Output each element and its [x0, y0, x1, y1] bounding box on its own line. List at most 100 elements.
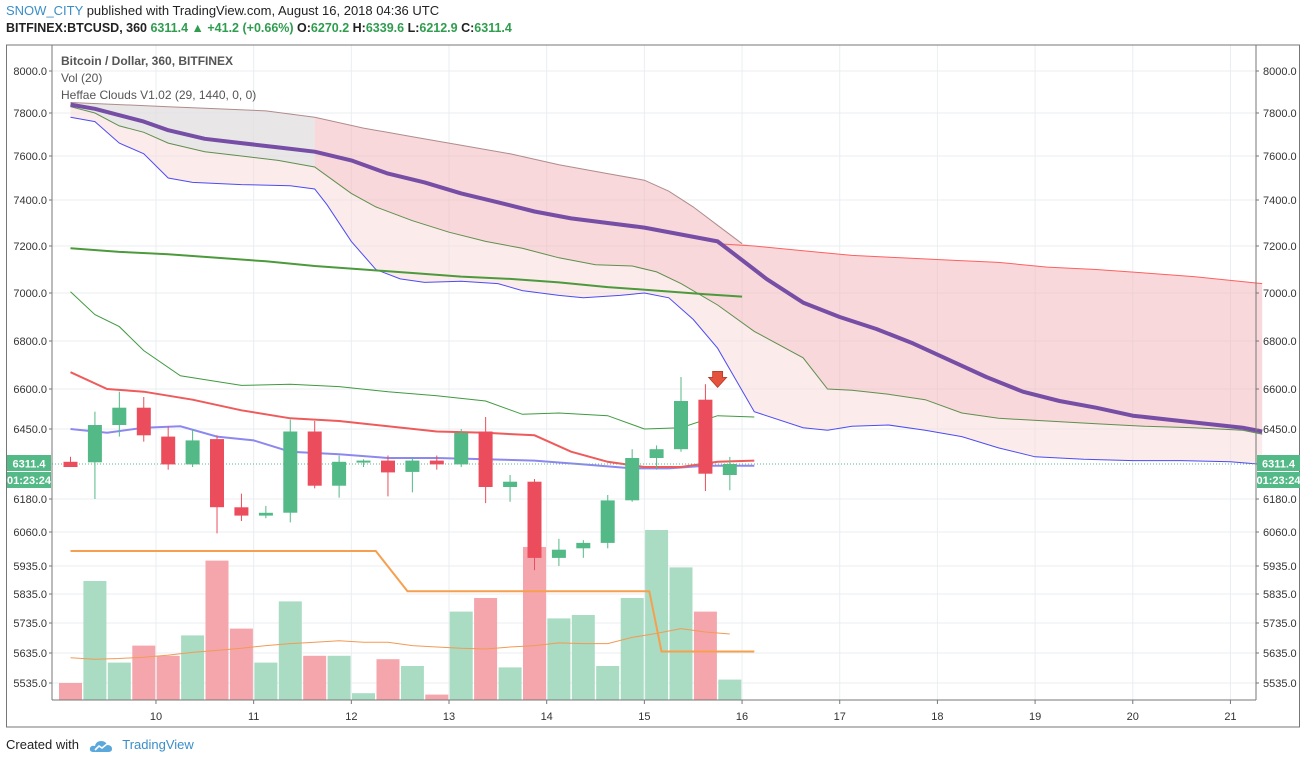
price-tick-label-right: 7200.0 [1263, 241, 1297, 253]
price-tag-left [7, 455, 51, 471]
candle-body [136, 407, 151, 436]
price-tick-label-right: 6450.0 [1263, 424, 1297, 436]
volume-ma-line [70, 628, 730, 660]
sell-arrow-icon [707, 371, 728, 388]
candle-body [405, 460, 420, 472]
candle [210, 435, 224, 534]
legend-entry: Vol (20) [61, 71, 102, 85]
volume-bar [571, 615, 595, 700]
low-value: 6212.9 [419, 21, 458, 35]
candle [234, 493, 249, 521]
volume-bar [645, 530, 669, 700]
candle-body [307, 431, 322, 486]
last-price: 6311.4 [150, 21, 189, 35]
volume-bar [693, 611, 717, 700]
symbol-name: BITFINEX:BTCUSD, 360 [6, 21, 147, 35]
volume-bar [669, 567, 693, 700]
x-tick-label: 19 [1029, 711, 1041, 723]
candle-body [87, 425, 102, 463]
price-tick-label-right: 6180.0 [1263, 494, 1297, 506]
x-tick-label: 12 [345, 711, 357, 723]
candle-body [63, 461, 78, 467]
price-tick-label-right: 7800.0 [1263, 108, 1297, 120]
candle-body [722, 464, 737, 475]
candle [478, 417, 493, 504]
volume-bar [181, 635, 205, 700]
cloud-upper-line [70, 102, 743, 245]
volume-bar [449, 611, 473, 700]
open-value: 6270.2 [310, 21, 350, 35]
price-tick-label-left: 5835.0 [13, 589, 47, 601]
countdown-text-right: 01:23:24 [1256, 475, 1301, 487]
cloud-lower-fill [70, 106, 1263, 465]
x-tick-label: 18 [931, 711, 943, 723]
published-text: published with TradingView.com, August 1… [86, 3, 440, 18]
volume-bar [254, 662, 278, 700]
legend-entry: Heffae Clouds V1.02 (29, 1440, 0, 0) [61, 88, 256, 102]
price-tick-label-right: 8000.0 [1263, 66, 1297, 78]
candle-body [503, 481, 518, 487]
candle-body [112, 407, 127, 425]
volume-bar [83, 581, 107, 700]
x-tick-label: 17 [834, 711, 846, 723]
candle-body [527, 481, 542, 558]
price-tick-label-left: 6800.0 [13, 336, 47, 348]
candle [332, 455, 347, 498]
x-tick-label: 20 [1127, 711, 1139, 723]
price-tag-text-right: 6311.4 [1262, 459, 1296, 471]
countdown-tag-right [1257, 472, 1300, 488]
volume-bar [596, 666, 620, 700]
tradingview-link[interactable]: TradingView [122, 737, 194, 752]
volume-bar [107, 662, 131, 700]
x-tick-label: 10 [150, 711, 162, 723]
x-tick-label: 13 [443, 711, 455, 723]
cloud-fast-line [70, 116, 1263, 465]
author-link[interactable]: SNOW_CITY [6, 3, 84, 18]
candle [576, 540, 591, 558]
candle-body [210, 439, 224, 508]
tradingview-logo-icon [89, 740, 112, 752]
price-chart[interactable]: 8000.0 8000.0 7800.0 7800.0 7600.0 7600.0 7400… [0, 0, 1307, 733]
price-tick-label-left: 5635.0 [13, 648, 47, 660]
candle [161, 426, 176, 470]
candle-body [234, 507, 249, 516]
candle-body [332, 461, 347, 486]
volume-bar [278, 601, 302, 700]
candle [112, 391, 127, 437]
price-tick-label-left: 5935.0 [13, 561, 47, 573]
candle [185, 429, 200, 468]
candle [258, 505, 273, 519]
price-tick-label-left: 7800.0 [13, 108, 47, 120]
published-line: SNOW_CITY published with TradingView.com… [6, 3, 439, 18]
x-tick-label: 14 [541, 711, 553, 723]
candle [87, 411, 102, 499]
volume-bar [327, 655, 351, 700]
volume-bar [498, 667, 522, 700]
price-tick-label-left: 7400.0 [13, 195, 47, 207]
candle [625, 449, 640, 502]
sma-green-line [70, 247, 743, 298]
close-value: 6311.4 [474, 21, 512, 35]
price-tick-label-right: 5535.0 [1263, 678, 1297, 690]
candle-body [649, 449, 664, 458]
price-tick-label-left: 6600.0 [13, 384, 47, 396]
volume-bar [376, 659, 400, 700]
volume-bar [205, 560, 229, 700]
candle [307, 421, 322, 489]
price-tick-label-left: 5735.0 [13, 618, 47, 630]
price-tick-label-left: 5535.0 [13, 678, 47, 690]
price-tick-label-right: 7000.0 [1263, 288, 1297, 300]
candle [527, 479, 542, 571]
candle-body [185, 440, 200, 465]
candle-body [698, 399, 713, 474]
x-tick-label: 15 [638, 711, 650, 723]
price-change: +41.2 (+0.66%) [207, 21, 294, 35]
candle [136, 397, 151, 442]
price-tick-label-right: 6060.0 [1263, 527, 1297, 539]
volume-bar [547, 618, 571, 700]
price-tick-label-right: 6800.0 [1263, 336, 1297, 348]
price-tag-text-left: 6311.4 [12, 459, 46, 471]
symbol-line: BITFINEX:BTCUSD, 360 6311.4 ▲ +41.2 (+0.… [6, 21, 512, 35]
x-tick-label: 21 [1224, 711, 1236, 723]
close-label: C: [461, 21, 475, 35]
